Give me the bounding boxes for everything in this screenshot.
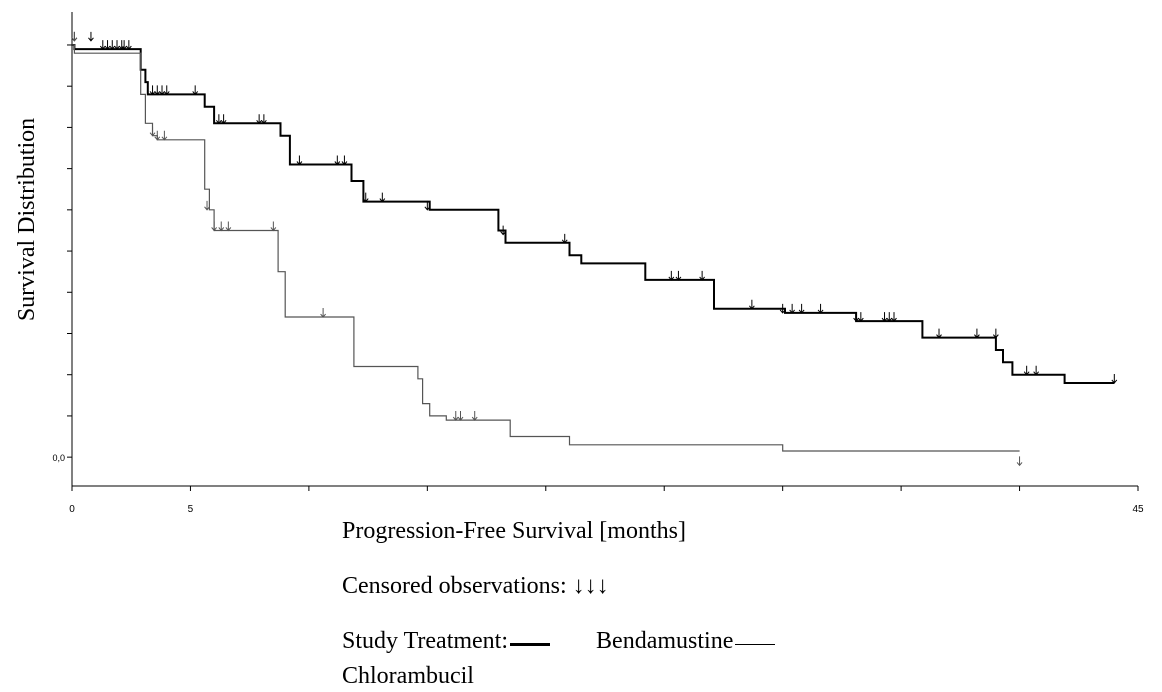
censor-mark-bendamustine [256,114,263,125]
censor-mark-bendamustine [334,155,341,166]
censor-mark-bendamustine [886,312,893,322]
censor-mark-bendamustine [163,85,170,96]
x-tick-label: 0 [69,504,75,515]
censor-mark-bendamustine [118,40,125,50]
censor-mark-bendamustine [424,200,431,211]
censor-mark-bendamustine [192,85,199,96]
censor-mark-bendamustine [215,114,222,125]
x-tick-label: 5 [188,504,194,515]
y-axis-label: Survival Distribution [14,117,41,321]
censor-mark-bendamustine [891,312,897,322]
censor-mark-bendamustine [748,299,755,310]
censor-mark-bendamustine [341,155,348,166]
x-axis-label: Progression-Free Survival [months] [342,518,686,544]
censor-mark-bendamustine [296,155,303,166]
censor-mark-bendamustine [99,40,106,50]
censored-caption: Censored observations: ↓↓↓ [342,573,609,599]
censor-mark-chlorambucil [457,411,464,421]
censor-mark-bendamustine [88,31,94,42]
censor-mark-bendamustine [114,40,120,50]
censor-mark-chlorambucil [471,411,478,421]
censor-mark-bendamustine [109,40,116,50]
censor-mark-bendamustine [154,85,161,96]
censor-mark-chlorambucil [211,221,218,232]
censor-mark-bendamustine [104,40,111,50]
censor-mark-bendamustine [779,303,786,314]
censor-mark-bendamustine [798,303,805,314]
censor-mark-chlorambucil [452,411,459,421]
censor-mark-bendamustine [936,328,942,339]
study-treatment-legend: Study Treatment: Bendamustine [342,628,776,655]
censor-mark-bendamustine [853,312,859,322]
censor-mark-chlorambucil [204,200,210,211]
censor-mark-bendamustine [817,303,824,314]
censor-mark-chlorambucil [218,221,225,232]
y-axis-title: Survival Distribution [10,12,46,426]
censor-mark-chlorambucil [270,221,277,232]
y-tick-label: 0,0 [52,453,65,463]
censor-mark-bendamustine [220,114,227,125]
censor-mark-chlorambucil [320,308,326,318]
legend-label-chlorambucil: Chlorambucil [342,663,474,689]
censor-mark-chlorambucil [71,31,78,42]
censor-mark-bendamustine [125,40,132,50]
censor-mark-bendamustine [121,40,128,50]
censor-mark-chlorambucil [225,221,232,232]
legend-label-bendamustine: Bendamustine [596,628,734,654]
censor-mark-bendamustine [500,225,507,236]
censor-mark-bendamustine [362,192,369,203]
axes [71,12,1138,487]
censor-mark-chlorambucil [1016,456,1023,467]
x-tick-label: 45 [1132,504,1144,515]
series-layer [71,31,1118,467]
censor-mark-bendamustine [675,270,682,281]
series-line-chlorambucil [72,44,1020,452]
legend-line-chlorambucil [735,644,776,645]
series-line-bendamustine [72,44,1115,384]
censor-mark-bendamustine [699,270,706,281]
tick-marks: 0 5 45 0,0 [52,44,1144,515]
censor-mark-bendamustine [881,312,888,322]
legend-line-bendamustine [510,643,551,646]
censor-mark-bendamustine [1033,365,1040,376]
censor-mark-bendamustine [668,270,675,281]
censor-mark-bendamustine [992,328,999,339]
survival-chart: 0 5 45 0,0 [52,12,1144,515]
censor-mark-chlorambucil [161,130,168,141]
censor-mark-bendamustine [149,85,156,96]
censor-mark-bendamustine [1111,373,1118,384]
legend-prefix: Study Treatment: [342,628,509,654]
censor-mark-chlorambucil [154,130,161,141]
censor-mark-bendamustine [379,192,386,203]
censor-mark-bendamustine [159,85,165,96]
censor-mark-chlorambucil [149,126,156,137]
censor-mark-bendamustine [260,114,267,125]
censor-mark-bendamustine [1023,365,1030,376]
censor-mark-bendamustine [561,233,568,244]
censor-mark-bendamustine [789,303,796,314]
censor-mark-bendamustine [974,328,980,339]
censor-mark-bendamustine [857,312,864,322]
